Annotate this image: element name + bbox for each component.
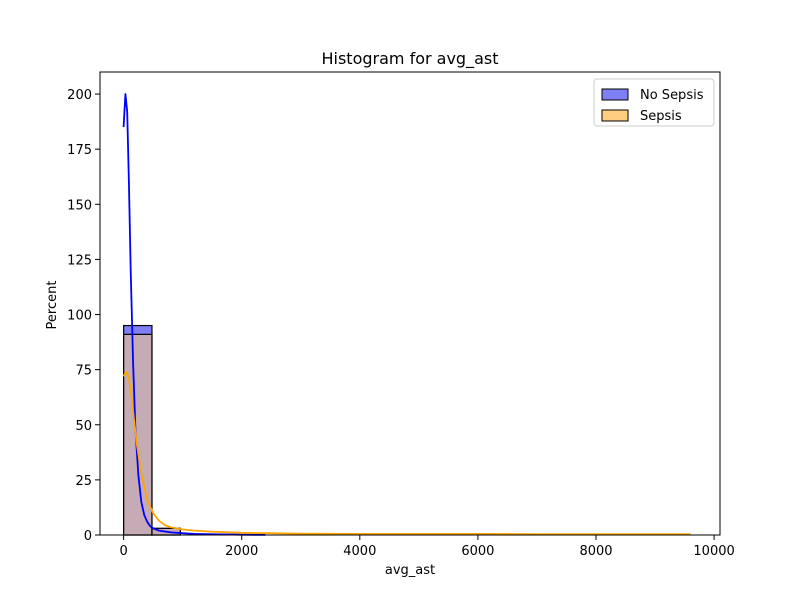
plot-area: 0 2000 4000 6000 8000 10000 0 25 50 75 100 125 150 17…: [67, 71, 735, 559]
legend-label-no-sepsis: No Sepsis: [640, 88, 704, 103]
x-tick-label-10000: 10000: [693, 544, 734, 559]
y-axis-label: Percent: [45, 281, 60, 330]
y-tick-label-125: 125: [67, 253, 92, 268]
y-tick-label-200: 200: [67, 88, 92, 103]
y-tick-label-0: 0: [84, 529, 92, 544]
kde-line-sepsis: [122, 370, 691, 535]
legend: No Sepsis Sepsis: [593, 78, 715, 127]
y-tick-label-150: 150: [67, 198, 92, 213]
bar-sepsis-0: [123, 333, 153, 536]
x-tick-label-0: 0: [119, 544, 127, 559]
y-tick-label-175: 175: [67, 143, 92, 158]
legend-label-sepsis: Sepsis: [640, 109, 682, 124]
y-tick-label-100: 100: [67, 309, 92, 324]
x-tick-label-8000: 8000: [579, 544, 612, 559]
kde-line-no-sepsis: [122, 93, 266, 536]
x-axis-label: avg_ast: [385, 563, 435, 578]
axes-frame: [99, 71, 721, 536]
chart-title: Histogram for avg_ast: [321, 49, 498, 69]
x-tick-label-4000: 4000: [343, 544, 376, 559]
y-tick-label-50: 50: [75, 419, 92, 434]
legend-swatch-sepsis: [601, 109, 629, 122]
x-tick-label-6000: 6000: [461, 544, 494, 559]
legend-swatch-no-sepsis: [601, 88, 629, 101]
y-tick-label-75: 75: [75, 364, 92, 379]
y-tick-label-25: 25: [75, 474, 92, 489]
x-tick-label-2000: 2000: [225, 544, 258, 559]
